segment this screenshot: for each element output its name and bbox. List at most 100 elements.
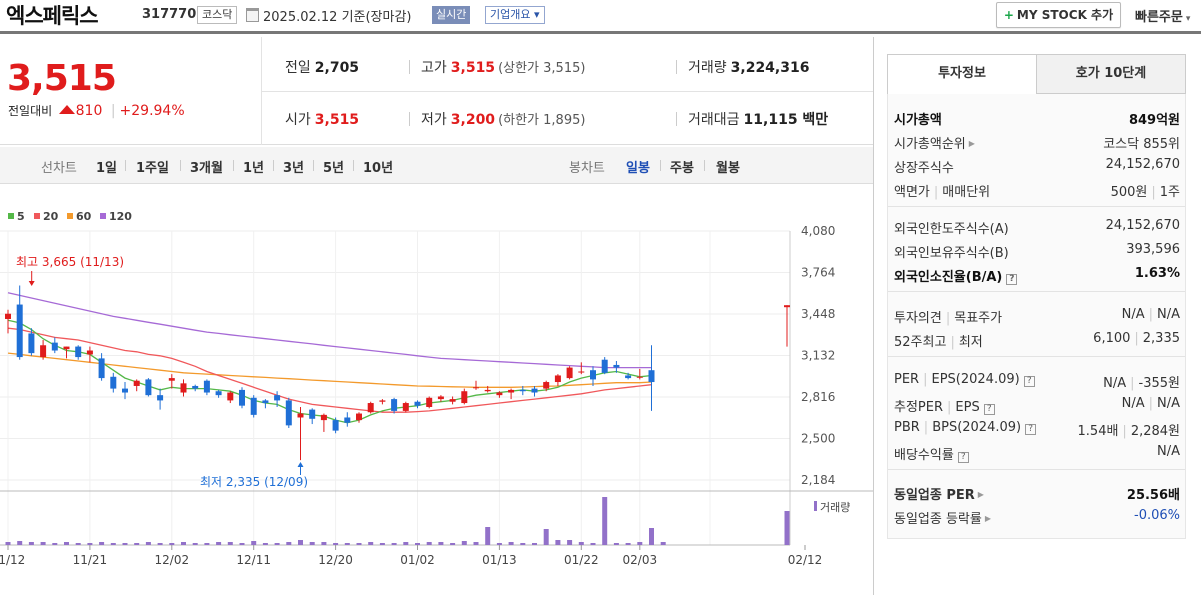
legend-swatch [100,213,106,219]
x-tick-label: 12/02 [155,553,190,567]
caret-right-icon: ▶ [968,139,975,148]
help-icon[interactable]: ? [983,404,995,415]
help-icon[interactable]: ? [1006,274,1018,285]
volume-bar [508,542,514,545]
row-value: 393,596 [1126,242,1180,257]
upper-limit: (상한가 3,515) [498,61,586,76]
tab-1day[interactable]: 1일 [96,161,118,176]
volume-bar [227,542,233,545]
realtime-badge[interactable]: 실시간 [432,6,471,24]
quote-label: 거래대금 [688,112,740,128]
row-label: 시가총액순위 [894,137,966,152]
volume-bar [784,511,790,545]
high-annotation: 최고 3,665 (11/13) [16,255,124,269]
candle-body [133,380,140,386]
row-market-cap-rank[interactable]: 시가총액순위 ▶ 코스닥 855위 [894,129,1180,153]
investment-info-panel: 투자정보 호가 10단계 시가총액 849억원 시가총액순위 ▶ 코스닥 855위… [887,54,1187,539]
candle-body [98,358,105,379]
candle-body [344,417,351,423]
row-value: N/A [1103,376,1127,391]
volume-bar [274,543,280,545]
volume-bar [52,543,58,545]
candle-body [192,385,199,389]
row-value: 6,100 [1093,331,1131,346]
quick-order-button[interactable]: 빠른주문 ▾ [1135,6,1190,25]
candle-body [519,389,526,392]
chart-period-bar: 선차트 1일 1주일 3개월 1년 3년 5년 10년 봉차트 일봉 주봉 월봉 [0,147,873,184]
tab-5years[interactable]: 5년 [323,161,345,176]
tab-monthly-candle[interactable]: 월봉 [716,161,740,176]
quote-label: 거래량 [688,60,727,76]
price-chart[interactable]: 5 20 60 120 4,080 3,764 3,448 3,132 2,816 2,500 2,… [0,185,873,595]
volume-bar [613,543,619,545]
tab-order-book-10[interactable]: 호가 10단계 [1036,54,1186,94]
candle-body [601,359,608,373]
help-icon[interactable]: ? [1023,376,1035,387]
candle-body [239,389,245,406]
row-value: N/A [1157,396,1180,411]
volume-bar [461,541,467,545]
separator [676,112,677,126]
y-tick-label: 3,132 [801,349,835,363]
x-tick-label: 02/03 [623,553,658,567]
candle-body [320,414,327,421]
volume-bar [532,543,537,545]
tab-10years[interactable]: 10년 [363,161,394,176]
price-summary [0,37,873,145]
tab-3years[interactable]: 3년 [283,161,305,176]
tab-1week[interactable]: 1주일 [136,161,169,176]
quote-volume: 거래량 3,224,316 [688,57,809,77]
candle-body [250,397,257,415]
tab-investment-info[interactable]: 투자정보 [887,54,1037,94]
change-rate: +29.94% [119,103,185,119]
separator [660,160,661,171]
separator [409,112,410,126]
row-value: 1.63% [1134,266,1180,281]
stock-name: 엑스페릭스 [6,4,99,28]
tab-3months[interactable]: 3개월 [190,161,223,176]
volume-bar [40,542,46,545]
volume-bar [28,542,34,545]
row-per-eps: PER | EPS(2024.09)? N/A | -355원 [894,368,1180,392]
volume-bar [637,542,643,545]
volume-label: 거래량 [820,501,850,514]
help-icon[interactable]: ? [1025,424,1037,435]
row-value-wrap: 500원 | 1주 [1111,181,1180,200]
volume-bar [496,543,502,545]
row-value-wrap: 1.54배 | 2,284원 [1078,420,1180,439]
chevron-down-icon: ▾ [1185,14,1191,24]
investment-info-body: 시가총액 849억원 시가총액순위 ▶ 코스닥 855위 상장주식수 24,152… [887,94,1186,539]
row-label: 동일업종 PER [894,488,975,503]
quote-label: 저가 [421,112,447,128]
quote-open: 시가 3,515 [285,109,359,129]
my-stock-add-button[interactable]: + MY STOCK 추가 [996,2,1121,28]
row-52week: 52주최고 | 최저 6,100 | 2,335 [894,327,1180,351]
company-overview-dropdown[interactable]: 기업개요 ▾ [485,6,545,24]
ma120-line [7,292,652,369]
tab-weekly-candle[interactable]: 주봉 [670,161,694,176]
row-value: N/A [1121,396,1145,411]
row-sector-per[interactable]: 동일업종 PER ▶ 25.56배 [894,480,1180,504]
candle-body [543,382,550,389]
candle-body [5,313,11,319]
volume-bar [298,540,303,545]
row-face-value: 액면가 | 매매단위 500원 | 1주 [894,177,1180,201]
separator [125,160,126,171]
x-tick-label: 01/02 [400,553,435,567]
candle-body [40,345,47,358]
legend-swatch [67,213,73,219]
volume-bar [344,543,350,545]
candlestick-chart[interactable]: 5 20 60 120 4,080 3,764 3,448 3,132 2,816 2,500 2,… [0,185,873,595]
tab-daily-candle[interactable]: 일봉 [626,161,650,176]
row-label: 목표주가 [954,311,1003,326]
row-label-wrap: 액면가 | 매매단위 [894,181,990,200]
row-sector-change[interactable]: 동일업종 등락률 ▶ -0.06% [894,504,1180,528]
help-icon[interactable]: ? [957,452,969,463]
change-amount: 810 [75,103,103,119]
volume-bar [87,543,93,545]
tab-1year[interactable]: 1년 [243,161,265,176]
candle-body [636,376,643,378]
volume-bar [403,542,409,545]
quick-order-label: 빠른주문 [1135,10,1183,25]
candle-body [648,370,655,383]
